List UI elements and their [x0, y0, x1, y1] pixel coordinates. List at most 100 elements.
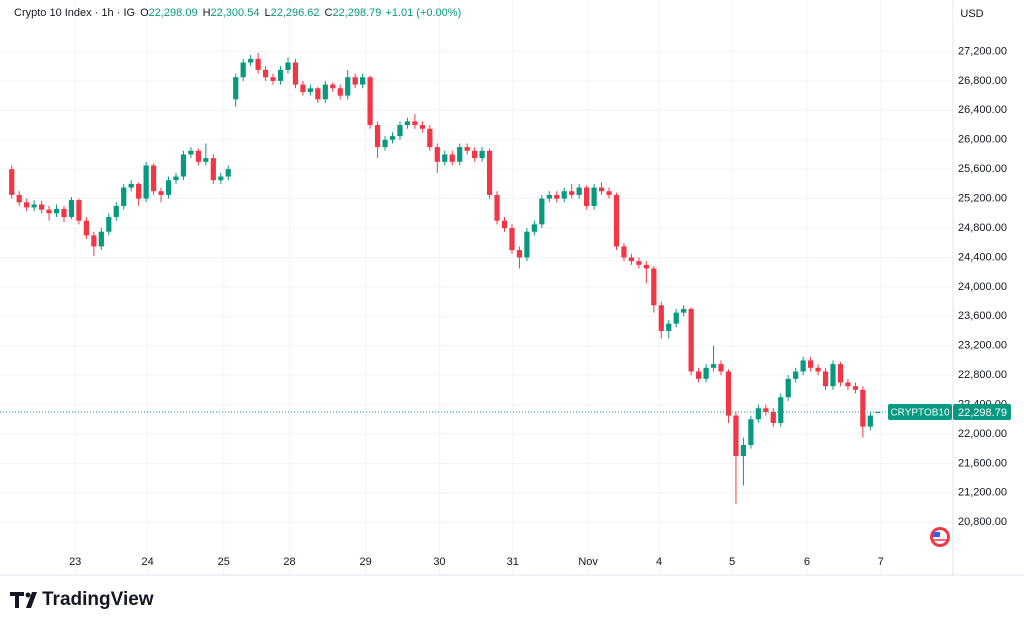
candle-body: [195, 150, 201, 162]
x-tick-label: 24: [141, 556, 153, 568]
legend-value: 22,298.09: [149, 7, 198, 19]
legend-change: +1.01 (+0.00%): [385, 7, 461, 19]
candle-body: [554, 194, 560, 199]
candle-body: [225, 169, 231, 177]
candle-body: [121, 187, 127, 206]
candle-body: [673, 312, 679, 324]
ticker-tag: [888, 404, 952, 421]
candle-body: [807, 360, 814, 368]
currency-box[interactable]: [953, 4, 991, 24]
flag-icon: [930, 527, 950, 547]
candle-body: [584, 187, 590, 206]
y-tick-label: 27,200.00: [958, 45, 1007, 57]
y-tick-label: 25,600.00: [958, 163, 1007, 175]
candle-body: [621, 246, 627, 258]
legend-value: 22,296.62: [271, 7, 320, 19]
candle-body: [180, 154, 187, 177]
price-tag: [953, 404, 1011, 421]
candle-body: [591, 187, 597, 206]
brand-logo[interactable]: TradingView: [10, 589, 154, 610]
candle-body: [457, 147, 463, 162]
candle-body: [46, 209, 52, 214]
candle-body: [576, 187, 582, 195]
x-tick-label: 6: [804, 556, 810, 568]
candle-body: [733, 415, 739, 457]
candle-body: [524, 231, 530, 258]
grid: [0, 0, 953, 575]
currency[interactable]: USD: [960, 8, 983, 20]
candle-body: [419, 125, 425, 129]
candle-body: [203, 158, 209, 162]
x-tick-label: 30: [433, 556, 445, 568]
axes: 20,800.0021,200.0021,600.0022,000.0022,4…: [0, 45, 1011, 568]
candle-body: [150, 165, 157, 192]
y-tick-label: 24,000.00: [958, 281, 1007, 293]
x-tick-label: 31: [507, 556, 519, 568]
candle-body: [658, 305, 664, 332]
candle-body: [598, 187, 605, 192]
brand[interactable]: TradingView: [42, 589, 154, 610]
candle-body: [800, 360, 806, 372]
legend-value: 22,300.54: [211, 7, 260, 19]
candle-body: [76, 200, 82, 221]
candle-body: [210, 158, 216, 181]
candles: [9, 52, 881, 504]
candle-body: [815, 367, 821, 372]
candle-body: [248, 58, 254, 63]
legend-value: 22,298.79: [332, 7, 381, 19]
candle-body: [285, 62, 291, 70]
candle-body: [494, 194, 500, 221]
candle-body: [531, 224, 537, 232]
candle-body: [763, 408, 769, 412]
candle-body: [83, 220, 90, 236]
candle-body: [270, 77, 276, 81]
candle-body: [860, 389, 866, 427]
candle-body: [546, 194, 552, 199]
legend-key: L: [264, 7, 270, 19]
y-tick-label: 23,200.00: [958, 340, 1007, 352]
candle-body: [389, 136, 396, 140]
x-tick-label: 7: [878, 556, 884, 568]
legend: Crypto 10 Index · 1h · IG O22,298.09 H22,3…: [14, 7, 461, 19]
y-tick-label: 26,000.00: [958, 134, 1007, 146]
candle-body: [613, 194, 620, 247]
candle-body: [748, 419, 754, 446]
candle-body: [218, 176, 224, 181]
ticker: CRYPTOB10: [890, 408, 950, 419]
candle-body: [307, 88, 313, 92]
candle-body: [165, 180, 172, 195]
candle-body: [479, 150, 485, 159]
candle-body: [61, 208, 67, 217]
candle-body: [703, 367, 709, 379]
y-tick-label: 26,800.00: [958, 75, 1007, 87]
candle-body: [681, 308, 687, 313]
candle-body: [793, 371, 799, 379]
x-tick-label: 4: [656, 556, 662, 568]
candle-body: [16, 194, 22, 203]
candle-body: [53, 208, 60, 214]
candle-body: [98, 231, 104, 247]
legend-key: O: [140, 7, 149, 19]
candle-body: [31, 204, 37, 208]
candle-body: [666, 323, 672, 332]
candle-body: [740, 445, 747, 457]
candle-body: [785, 378, 791, 398]
candle-body: [852, 386, 859, 390]
candle-body: [292, 62, 299, 85]
candle-body: [106, 216, 112, 232]
candle-body: [233, 77, 239, 100]
candle-body: [509, 228, 515, 251]
candle-body: [778, 397, 784, 423]
x-tick-label: 5: [729, 556, 735, 568]
candle-body: [38, 204, 45, 210]
x-tick-label: Nov: [578, 556, 598, 568]
y-tick-label: 22,800.00: [958, 369, 1007, 381]
candle-body: [345, 77, 351, 96]
last-price: 22,298.79: [958, 407, 1007, 419]
candle-body: [412, 121, 418, 126]
candle-body: [486, 150, 493, 195]
candle-body: [501, 220, 508, 229]
candle-body: [442, 154, 448, 162]
